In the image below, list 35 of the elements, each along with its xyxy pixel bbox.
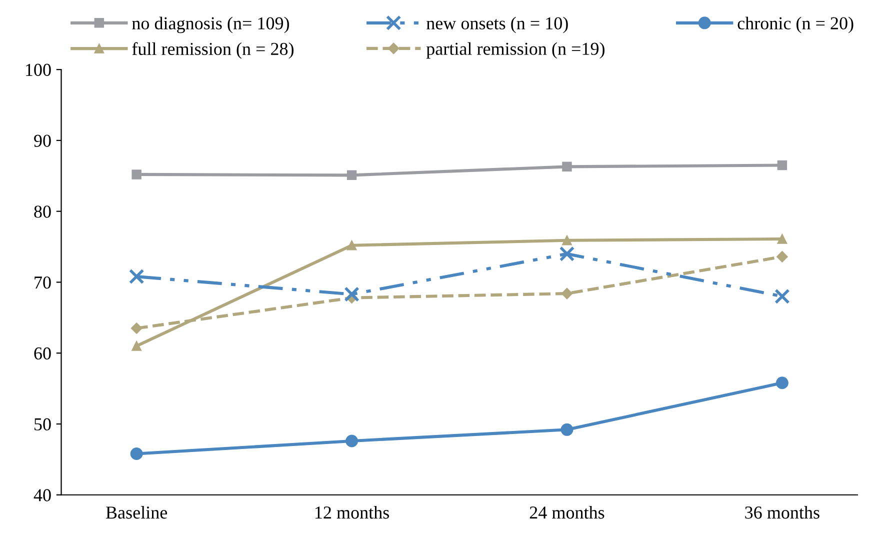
point: [346, 434, 358, 448]
legend-label: chronic (n = 20): [738, 16, 854, 34]
point: [774, 288, 790, 304]
point: [130, 322, 142, 334]
point: [346, 170, 357, 180]
y-tick-label: 70: [34, 276, 51, 289]
legend-label: no diagnosis (n= 109): [132, 16, 289, 34]
point: [777, 160, 788, 170]
legend-label: partial remission (n =19): [426, 42, 604, 59]
point: [561, 288, 573, 300]
point: [128, 268, 144, 284]
legend-label: full remission (n = 28): [132, 42, 294, 59]
y-tick-label: 100: [26, 64, 51, 76]
legend-label: new onsets (n = 10): [426, 16, 568, 34]
y-tick-label: 50: [34, 418, 51, 430]
x-tick-label: 36 months: [745, 506, 820, 519]
y-tick-label: 80: [34, 206, 51, 218]
point: [559, 246, 575, 262]
point: [777, 234, 788, 244]
x-tick-label: 24 months: [530, 506, 604, 519]
point: [132, 341, 142, 351]
point: [560, 423, 574, 436]
y-tick-label: 90: [34, 134, 51, 147]
point: [346, 240, 357, 250]
point: [776, 376, 788, 390]
y-tick-label: 40: [34, 489, 51, 502]
point: [562, 236, 572, 246]
x-tick-label: 12 months: [315, 506, 389, 519]
point: [776, 251, 788, 262]
point: [562, 162, 572, 172]
point: [132, 170, 142, 180]
x-tick-label: Baseline: [106, 506, 168, 519]
y-tick-label: 60: [34, 347, 51, 360]
point: [344, 286, 360, 302]
point: [130, 448, 143, 460]
